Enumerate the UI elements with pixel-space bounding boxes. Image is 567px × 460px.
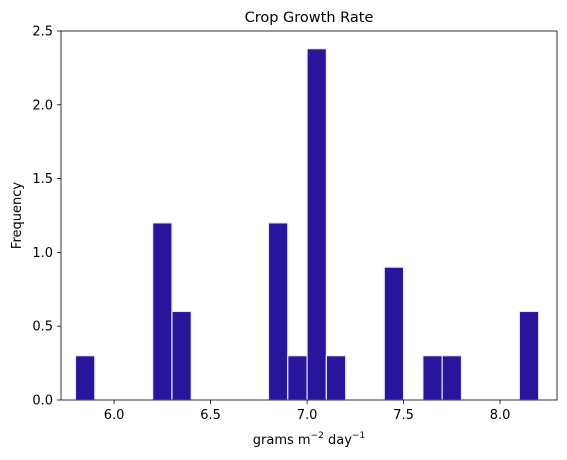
- x-tick-label: 6.0: [104, 408, 125, 423]
- y-axis-label: Frequency: [10, 182, 25, 249]
- chart-title: Crop Growth Rate: [245, 10, 374, 26]
- y-tick-label: 1.0: [32, 246, 53, 261]
- x-axis-label-exp1: −2: [311, 431, 324, 441]
- histogram-bar: [287, 355, 308, 401]
- x-tick-label: 6.5: [200, 408, 221, 423]
- y-tick-label: 1.5: [32, 172, 53, 187]
- y-tick-label: 2.0: [32, 98, 53, 113]
- y-tick-label: 0.5: [32, 320, 53, 335]
- x-tick-label: 7.5: [393, 408, 414, 423]
- x-axis-label-exp2: −1: [352, 431, 365, 441]
- histogram-bar: [152, 222, 173, 401]
- x-tick-label: 7.0: [297, 408, 318, 423]
- x-axis-ticks: 6.0 6.5 7.0 7.5 8.0: [104, 400, 511, 423]
- plot-frame: [60, 30, 558, 401]
- y-tick-label: 2.5: [32, 25, 53, 40]
- histogram-bar: [306, 48, 327, 401]
- x-axis-label-mid: day: [324, 433, 352, 448]
- histogram-bar: [422, 355, 443, 401]
- x-axis-label: grams m−2 day−1: [253, 431, 365, 448]
- y-axis-ticks: 0.0 0.5 1.0 1.5 2.0 2.5: [32, 25, 61, 409]
- histogram-bar: [518, 310, 540, 401]
- x-axis-label-base: grams m: [253, 433, 311, 448]
- histogram-bar: [441, 355, 463, 401]
- x-tick-label: 8.0: [490, 408, 511, 423]
- y-tick-label: 0.0: [32, 394, 53, 409]
- histogram-bar: [171, 310, 192, 401]
- histogram-bar: [74, 355, 96, 401]
- histogram-bar: [267, 222, 289, 401]
- histogram-bar: [383, 266, 405, 401]
- histogram-bar: [325, 355, 347, 401]
- bars-group: [74, 48, 540, 401]
